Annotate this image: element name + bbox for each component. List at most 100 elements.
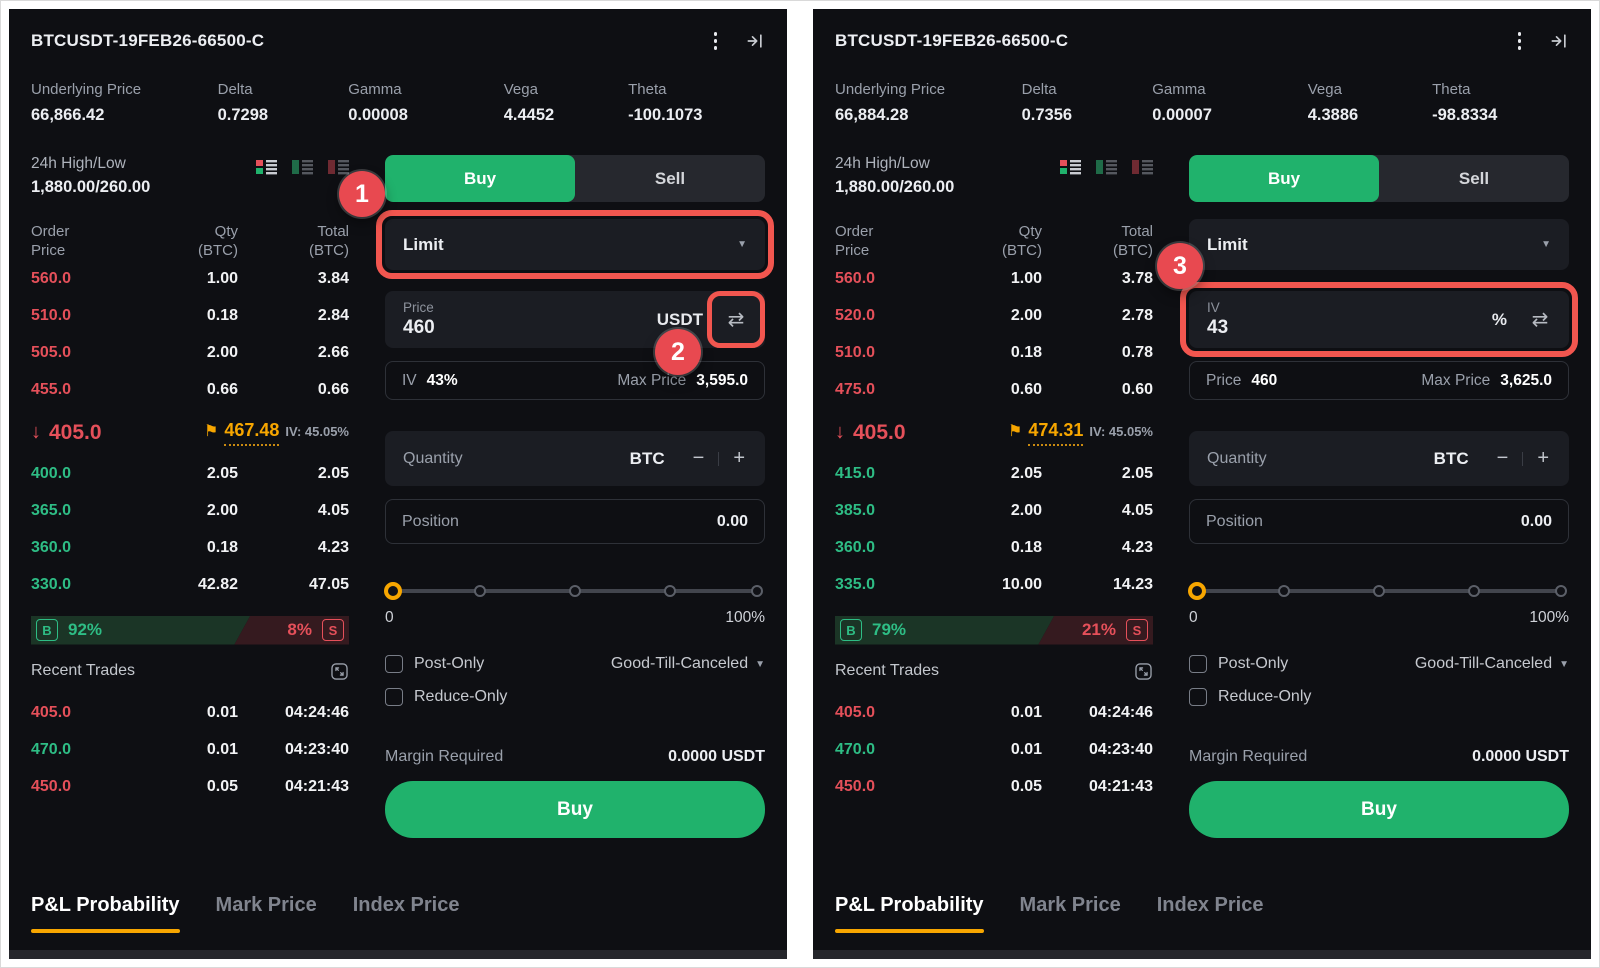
- quantity-unit: BTC: [629, 448, 665, 468]
- quantity-field[interactable]: Quantity BTC − +: [1189, 431, 1569, 486]
- panel-header: BTCUSDT-19FEB26-66500-C: [835, 9, 1569, 55]
- tab-buy[interactable]: Buy: [385, 155, 575, 202]
- tab-pnl-probability[interactable]: P&L Probability: [31, 894, 180, 947]
- trade-row: 450.0 0.05 04:21:43: [31, 778, 349, 795]
- max-price-value: 3,595.0: [696, 371, 748, 389]
- collapse-panel-icon[interactable]: [745, 31, 765, 51]
- expand-icon[interactable]: [1134, 662, 1153, 681]
- post-only-checkbox[interactable]: [1189, 655, 1207, 673]
- slider-stop[interactable]: [474, 585, 486, 597]
- quantity-increase-button[interactable]: +: [1537, 447, 1549, 469]
- bid-row[interactable]: 360.0 0.18 4.23: [31, 539, 349, 556]
- greek-label: Delta: [1021, 81, 1057, 98]
- bid-row[interactable]: 365.0 2.00 4.05: [31, 502, 349, 519]
- reduce-only-option[interactable]: Reduce-Only: [385, 688, 507, 706]
- post-only-option[interactable]: Post-Only: [1189, 655, 1288, 673]
- slider-labels: 0 100%: [1189, 609, 1569, 627]
- tab-index-price[interactable]: Index Price: [1156, 894, 1264, 916]
- quantity-decrease-button[interactable]: −: [1496, 447, 1509, 469]
- order-type-select[interactable]: Limit ▼ 1: [339, 171, 774, 279]
- post-only-checkbox[interactable]: [385, 655, 403, 673]
- price-iv-input[interactable]: Price 460 USDT ⇄ 2: [385, 291, 765, 375]
- greek-label: Gamma: [1152, 81, 1206, 98]
- max-price-label: Max Price: [1421, 371, 1491, 389]
- tab-buy[interactable]: Buy: [1189, 155, 1379, 202]
- ask-row[interactable]: 505.0 2.00 2.66: [31, 344, 349, 361]
- more-menu-icon[interactable]: [1517, 32, 1521, 50]
- swap-price-iv-button[interactable]: ⇄: [1517, 297, 1563, 342]
- ask-row[interactable]: 475.0 0.60 0.60: [835, 381, 1153, 398]
- bid-row[interactable]: 415.0 2.05 2.05: [835, 465, 1153, 482]
- tab-mark-price[interactable]: Mark Price: [215, 894, 317, 916]
- input-field[interactable]: IV 43: [1207, 300, 1492, 339]
- amount-slider[interactable]: [1188, 582, 1569, 600]
- margin-required-row: Margin Required 0.0000 USDT: [1189, 748, 1569, 766]
- tab-index-price[interactable]: Index Price: [352, 894, 460, 916]
- slider-stop[interactable]: [751, 585, 763, 597]
- bid-row[interactable]: 360.0 0.18 4.23: [835, 539, 1153, 556]
- bid-row[interactable]: 400.0 2.05 2.05: [31, 465, 349, 482]
- bid-row[interactable]: 330.0 42.82 47.05: [31, 576, 349, 593]
- info-left-label: Price: [1206, 371, 1242, 389]
- quantity-increase-button[interactable]: +: [733, 447, 745, 469]
- slider-stop[interactable]: [569, 585, 581, 597]
- greek-value: 0.00008: [348, 106, 408, 124]
- ask-row[interactable]: 520.0 2.00 2.78: [835, 307, 1153, 324]
- bid-row[interactable]: 335.0 10.00 14.23: [835, 576, 1153, 593]
- slider-stop[interactable]: [1468, 585, 1480, 597]
- tab-pnl-probability[interactable]: P&L Probability: [835, 894, 984, 947]
- expand-icon[interactable]: [330, 662, 349, 681]
- quantity-decrease-button[interactable]: −: [692, 447, 705, 469]
- sell-ratio-badge: S: [322, 619, 344, 641]
- orderbook-mode-all-icon[interactable]: [1060, 159, 1081, 175]
- ask-row[interactable]: 510.0 0.18 2.84: [31, 307, 349, 324]
- high-low-value: 1,880.00/260.00: [835, 178, 955, 196]
- input-field[interactable]: Price 460: [403, 300, 657, 339]
- collapse-panel-icon[interactable]: [1549, 31, 1569, 51]
- reduce-only-checkbox[interactable]: [385, 688, 403, 706]
- order-type-select[interactable]: Limit ▼: [1189, 219, 1569, 270]
- ask-row[interactable]: 560.0 1.00 3.78: [835, 270, 1153, 287]
- orderbook-mode-bids-icon[interactable]: [292, 159, 313, 175]
- quantity-field[interactable]: Quantity BTC − +: [385, 431, 765, 486]
- mark-price[interactable]: 467.48: [224, 420, 280, 446]
- amount-slider[interactable]: [384, 582, 765, 600]
- trade-row: 450.0 0.05 04:21:43: [835, 778, 1153, 795]
- time-in-force-select[interactable]: Good-Till-Canceled ▼: [1415, 655, 1569, 673]
- orderbook-mode-asks-icon[interactable]: [1132, 159, 1153, 175]
- more-menu-icon[interactable]: [713, 32, 717, 50]
- slider-stop[interactable]: [1278, 585, 1290, 597]
- bid-row[interactable]: 385.0 2.00 4.05: [835, 502, 1153, 519]
- buy-submit-button[interactable]: Buy: [385, 781, 765, 838]
- tab-mark-price[interactable]: Mark Price: [1019, 894, 1121, 916]
- tab-sell[interactable]: Sell: [654, 168, 686, 188]
- orderbook-mode-bids-icon[interactable]: [1096, 159, 1117, 175]
- margin-required-row: Margin Required 0.0000 USDT: [385, 748, 765, 766]
- orderbook-mode-all-icon[interactable]: [256, 159, 277, 175]
- ask-row[interactable]: 455.0 0.66 0.66: [31, 381, 349, 398]
- tab-sell[interactable]: Sell: [1458, 168, 1490, 188]
- slider-stop[interactable]: [664, 585, 676, 597]
- post-only-option[interactable]: Post-Only: [385, 655, 484, 673]
- slider-handle[interactable]: [1188, 582, 1206, 600]
- high-low-label: 24h High/Low: [31, 155, 126, 172]
- trade-row: 470.0 0.01 04:23:40: [835, 741, 1153, 758]
- swap-price-iv-button[interactable]: ⇄ 2: [655, 291, 765, 375]
- time-in-force-select[interactable]: Good-Till-Canceled ▼: [611, 655, 765, 673]
- ask-row[interactable]: 510.0 0.18 0.78: [835, 344, 1153, 361]
- slider-stop[interactable]: [1373, 585, 1385, 597]
- orderbook-mode-asks-icon[interactable]: [328, 159, 349, 175]
- slider-stop[interactable]: [1555, 585, 1567, 597]
- slider-handle[interactable]: [384, 582, 402, 600]
- greek-label: Delta: [217, 81, 253, 98]
- input-unit: USDT: [656, 309, 703, 329]
- buy-sell-tabs: Buy Sell: [385, 155, 765, 202]
- slider-labels: 0 100%: [385, 609, 765, 627]
- price-iv-input[interactable]: IV 43 % ⇄ 3: [1157, 243, 1578, 357]
- ask-row[interactable]: 560.0 1.00 3.84: [31, 270, 349, 287]
- mark-price[interactable]: 474.31: [1028, 420, 1084, 446]
- reduce-only-label: Reduce-Only: [1218, 688, 1312, 705]
- reduce-only-checkbox[interactable]: [1189, 688, 1207, 706]
- reduce-only-option[interactable]: Reduce-Only: [1189, 688, 1311, 706]
- buy-submit-button[interactable]: Buy: [1189, 781, 1569, 838]
